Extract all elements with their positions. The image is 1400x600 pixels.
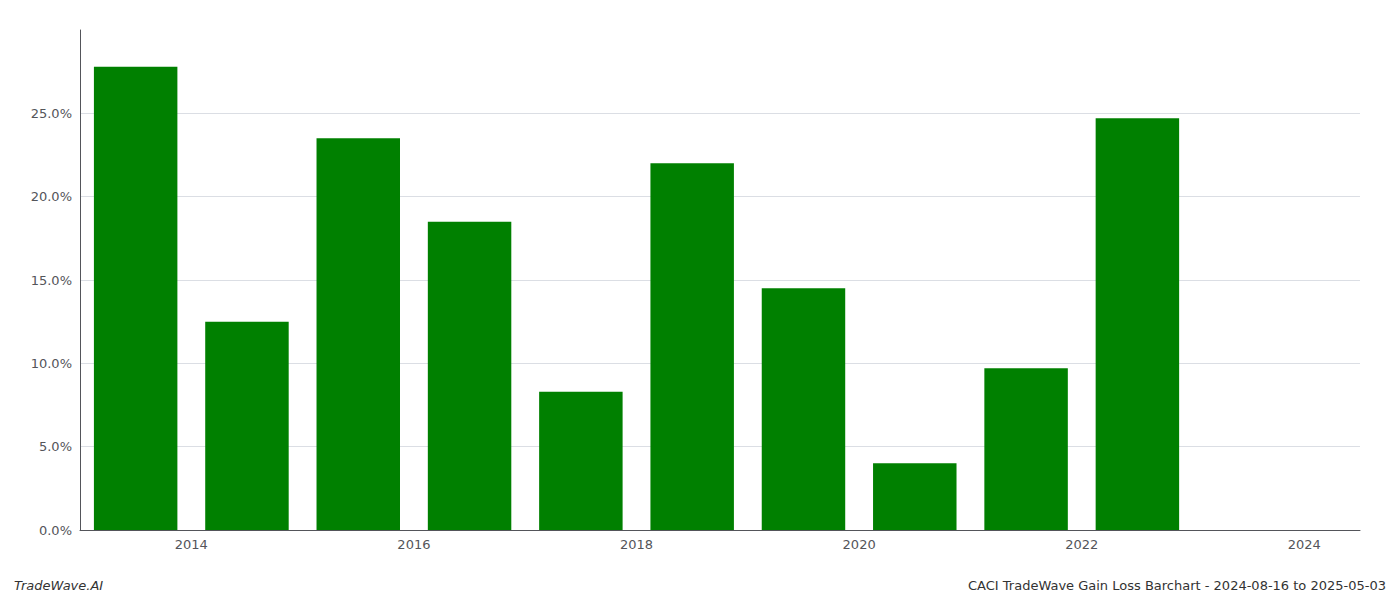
svg-text:20.0%: 20.0% xyxy=(31,189,72,204)
svg-text:CACI TradeWave Gain Loss Barch: CACI TradeWave Gain Loss Barchart - 2024… xyxy=(968,578,1386,593)
svg-text:2022: 2022 xyxy=(1065,537,1098,552)
svg-text:2014: 2014 xyxy=(175,537,208,552)
svg-text:0.0%: 0.0% xyxy=(39,523,72,538)
svg-text:25.0%: 25.0% xyxy=(31,106,72,121)
svg-text:2020: 2020 xyxy=(843,537,876,552)
svg-text:2018: 2018 xyxy=(620,537,653,552)
svg-text:5.0%: 5.0% xyxy=(39,439,72,454)
svg-text:2016: 2016 xyxy=(397,537,430,552)
svg-text:10.0%: 10.0% xyxy=(31,356,72,371)
svg-text:TradeWave.AI: TradeWave.AI xyxy=(14,578,103,593)
svg-text:2024: 2024 xyxy=(1288,537,1321,552)
svg-text:15.0%: 15.0% xyxy=(31,273,72,288)
